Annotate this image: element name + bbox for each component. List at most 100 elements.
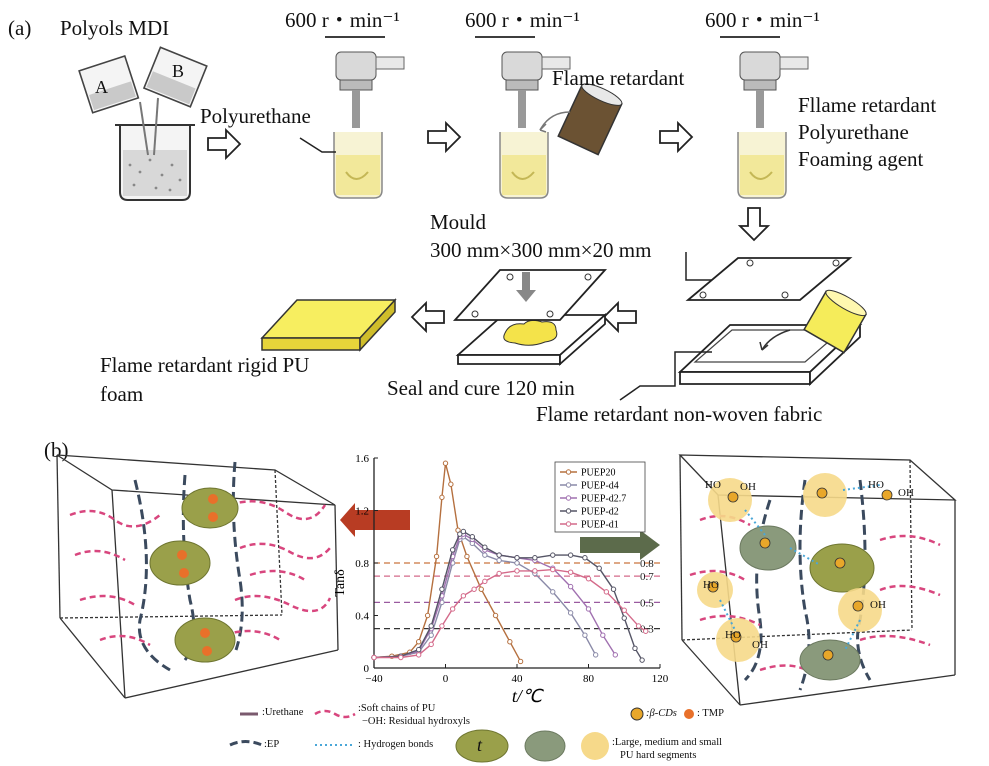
data-point [439,494,445,501]
legend-entry: PUEP-d2 [581,507,619,518]
reference-label: 0.7 [640,571,654,583]
data-point [496,570,502,577]
legend-swatch-marker [565,469,572,475]
flame-retardant-label: Flame retardant [552,66,685,90]
data-point [460,593,467,599]
data-point [567,552,574,558]
data-point [600,632,606,638]
y-tick-label: 1.2 [355,506,369,518]
hydroxyl-label: OH [752,639,768,651]
hydroxyl-label: HO [868,479,884,491]
y-tick-label: 0.4 [355,611,369,623]
data-point [442,460,449,466]
data-point [428,632,434,638]
data-point [415,639,422,645]
legend-soft-chains: :Soft chains of PU [358,703,436,714]
legend-hydroxyls: −OH: Residual hydroxyls [362,716,470,727]
data-point [424,612,431,619]
y-tick-label: 1.6 [355,453,369,465]
sealed-mould [452,269,608,367]
beaker-a [78,55,140,114]
legend-entry: PUEP-d1 [581,520,619,531]
beaker-b-label: B [172,61,185,81]
data-point [592,652,599,658]
data-point [550,589,556,595]
hydroxyl-label: OH [898,487,914,499]
data-point [610,586,617,592]
speed-label-3: 600 r・min⁻¹ [705,8,820,32]
data-point [596,565,602,571]
legend-segments-2: PU hard segments [620,750,697,761]
hydroxyl-label: OH [870,599,886,611]
pu-foam-block [260,298,397,352]
data-point [471,586,477,592]
y-axis-label: Tanδ [333,569,348,597]
legend-tmp: : TMP [697,708,724,719]
reaction-beaker [115,124,195,201]
legend-swatch-marker [565,508,572,514]
seal-cure-label: Seal and cure 120 min [387,376,575,400]
data-point [514,568,520,574]
legend-ep: :EP [264,739,280,750]
legend-segments-1: :Large, medium and small [612,737,723,748]
x-tick-label: 80 [583,673,595,685]
data-point [639,657,645,663]
legend-t-mark: t [477,735,483,755]
data-point [621,607,627,613]
mix-line-3: Foaming agent [798,147,924,171]
data-point [478,586,484,592]
mixer-1 [325,36,405,199]
data-point [612,652,619,658]
data-point [514,560,520,566]
data-point [371,654,377,661]
series-line [373,533,616,659]
data-point [514,555,520,561]
mould-title: Mould [430,210,487,234]
mix-line-2: Polyurethane [798,120,909,144]
data-point [457,531,463,537]
data-point [448,481,454,487]
beaker-b [142,46,208,108]
data-point [507,639,513,645]
data-point [415,646,422,653]
hydroxyl-label: HO [725,629,741,641]
data-point [632,645,638,652]
legend-swatch-marker [565,495,572,501]
data-point [582,555,588,561]
legend-cds: :β-CDs [646,708,677,719]
data-point [621,615,627,621]
y-tick-label: 0 [364,663,370,675]
mix-line-1: Fllame retardant [798,93,937,117]
data-point [517,658,524,665]
x-axis-label: t/℃ [512,686,544,706]
legend-entry: PUEP20 [581,468,615,479]
product-label-1: Flame retardant rigid PU [100,353,310,377]
data-point [415,652,422,658]
reference-label: 0.5 [640,597,654,609]
process-arrows [207,120,771,334]
x-tick-label: −40 [365,673,383,685]
data-point [482,552,488,558]
polyurethane-label: Polyurethane [200,104,311,128]
data-point [482,578,488,585]
data-point [433,553,440,560]
fabric-label: Flame retardant non-woven fabric [536,402,823,426]
data-point [635,623,642,629]
data-point [428,641,434,648]
legend-urethane: :Urethane [262,707,304,718]
data-point [532,568,538,574]
data-point [449,547,456,553]
hydroxyl-label: HO [703,579,719,591]
hydroxyl-label: HO [705,479,721,491]
speed-label-2: 600 r・min⁻¹ [465,8,580,32]
data-point [567,569,574,575]
x-tick-label: 40 [512,673,524,685]
y-tick-label: 0.8 [355,558,369,570]
reagents-label: Polyols MDI [60,16,170,40]
data-point [460,528,467,535]
polyurethane-leader [299,137,336,153]
data-point [482,544,488,550]
data-point [582,632,588,638]
data-point [428,623,434,629]
data-point [464,553,470,560]
